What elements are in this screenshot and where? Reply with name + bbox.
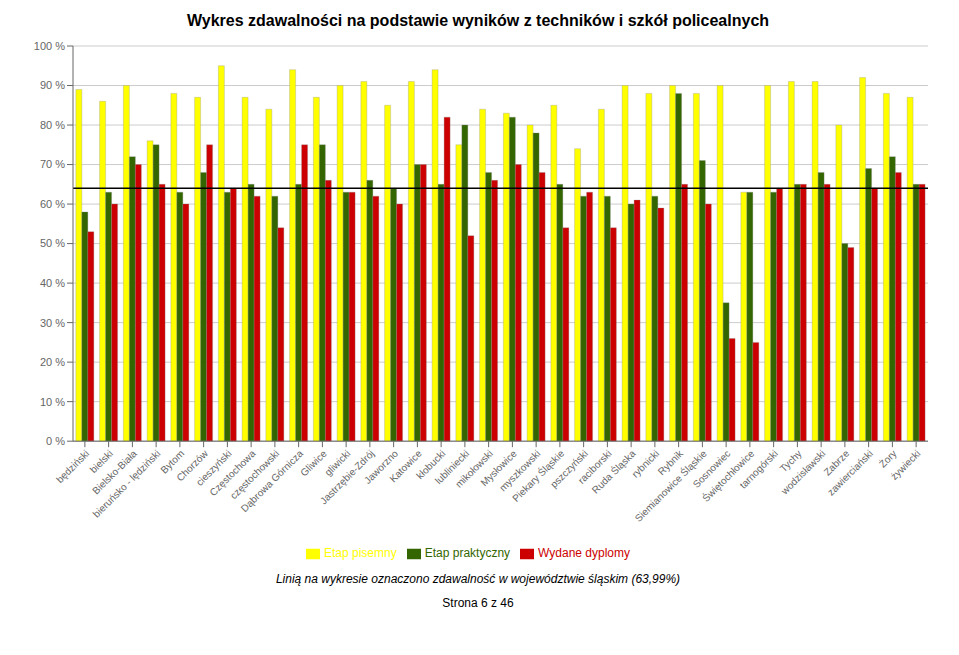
svg-text:10 %: 10 % — [40, 396, 65, 408]
svg-text:żywiecki: żywiecki — [888, 448, 922, 482]
svg-text:bielski: bielski — [87, 447, 116, 476]
svg-text:częstochowski: częstochowski — [227, 447, 282, 502]
svg-text:Świętochłowice: Świętochłowice — [700, 447, 757, 504]
svg-text:lubliniecki: lubliniecki — [432, 447, 472, 487]
svg-text:Mysłowice: Mysłowice — [478, 447, 519, 489]
svg-text:70 %: 70 % — [40, 158, 65, 170]
svg-text:50 %: 50 % — [40, 237, 65, 249]
svg-text:raciborski: raciborski — [575, 447, 614, 486]
svg-text:Katowice: Katowice — [387, 447, 424, 485]
svg-text:mikołowski: mikołowski — [453, 447, 496, 490]
svg-text:80 %: 80 % — [40, 119, 65, 131]
svg-text:Rybnik: Rybnik — [655, 447, 686, 478]
html-text:Wykres zdawalności na podstawi: Wykres zdawalności na podstawie wyników … — [187, 12, 769, 29]
svg-text:Bielsko-Biała: Bielsko-Biała — [90, 447, 139, 497]
svg-text:Tychy: Tychy — [777, 447, 804, 475]
html-text:Wydane dyplomy: Wydane dyplomy — [538, 546, 630, 561]
svg-text:Bytom: Bytom — [158, 447, 187, 476]
svg-text:zawierciański: zawierciański — [825, 448, 875, 498]
svg-text:Jastrzębie-Zdrój: Jastrzębie-Zdrój — [317, 447, 377, 507]
svg-text:Chorzów: Chorzów — [174, 447, 211, 484]
svg-text:tarnogórski: tarnogórski — [737, 448, 780, 491]
svg-text:wodzisławski: wodzisławski — [778, 448, 827, 497]
svg-text:20 %: 20 % — [40, 356, 65, 368]
html-text:Etap praktyczny: Etap praktyczny — [424, 546, 511, 561]
svg-text:Częstochowa: Częstochowa — [207, 447, 258, 499]
svg-text:Siemianowice Śląskie: Siemianowice Śląskie — [632, 447, 709, 524]
svg-text:rybnicki: rybnicki — [630, 448, 662, 480]
svg-text:0 %: 0 % — [46, 435, 65, 447]
html-text:Etap pisemny: Etap pisemny — [324, 546, 397, 561]
svg-text:40 %: 40 % — [40, 277, 65, 289]
svg-text:gliwicki: gliwicki — [322, 447, 353, 478]
svg-text:30 %: 30 % — [40, 317, 65, 329]
svg-text:Dąbrowa Górnicza: Dąbrowa Górnicza — [239, 448, 306, 515]
svg-text:Ruda Śląska: Ruda Śląska — [589, 447, 638, 496]
svg-text:Piekary Śląskie: Piekary Śląskie — [510, 447, 567, 504]
svg-text:60 %: 60 % — [40, 198, 65, 210]
svg-text:kłobucki: kłobucki — [414, 447, 448, 482]
html-text:Linią na wykresie oznaczono zd: Linią na wykresie oznaczono zdawalność w… — [275, 572, 681, 586]
svg-text:pszczyński: pszczyński — [548, 447, 591, 490]
svg-text:Sosnowiec: Sosnowiec — [690, 447, 733, 490]
svg-text:cieszyński: cieszyński — [193, 447, 234, 488]
svg-text:Jaworzno: Jaworzno — [362, 447, 401, 486]
svg-text:Żory: Żory — [876, 447, 899, 470]
svg-text:Gliwice: Gliwice — [298, 448, 329, 479]
svg-text:Zabrze: Zabrze — [821, 447, 852, 478]
svg-text:będziński: będziński — [54, 448, 91, 485]
svg-text:90 %: 90 % — [40, 79, 65, 91]
html-text:Strona 6 z 46: Strona 6 z 46 — [442, 596, 514, 610]
svg-text:myszkowski: myszkowski — [497, 447, 543, 494]
svg-text:100 %: 100 % — [34, 40, 65, 52]
svg-text:bieruńsko - lędziński: bieruńsko - lędziński — [91, 448, 163, 520]
